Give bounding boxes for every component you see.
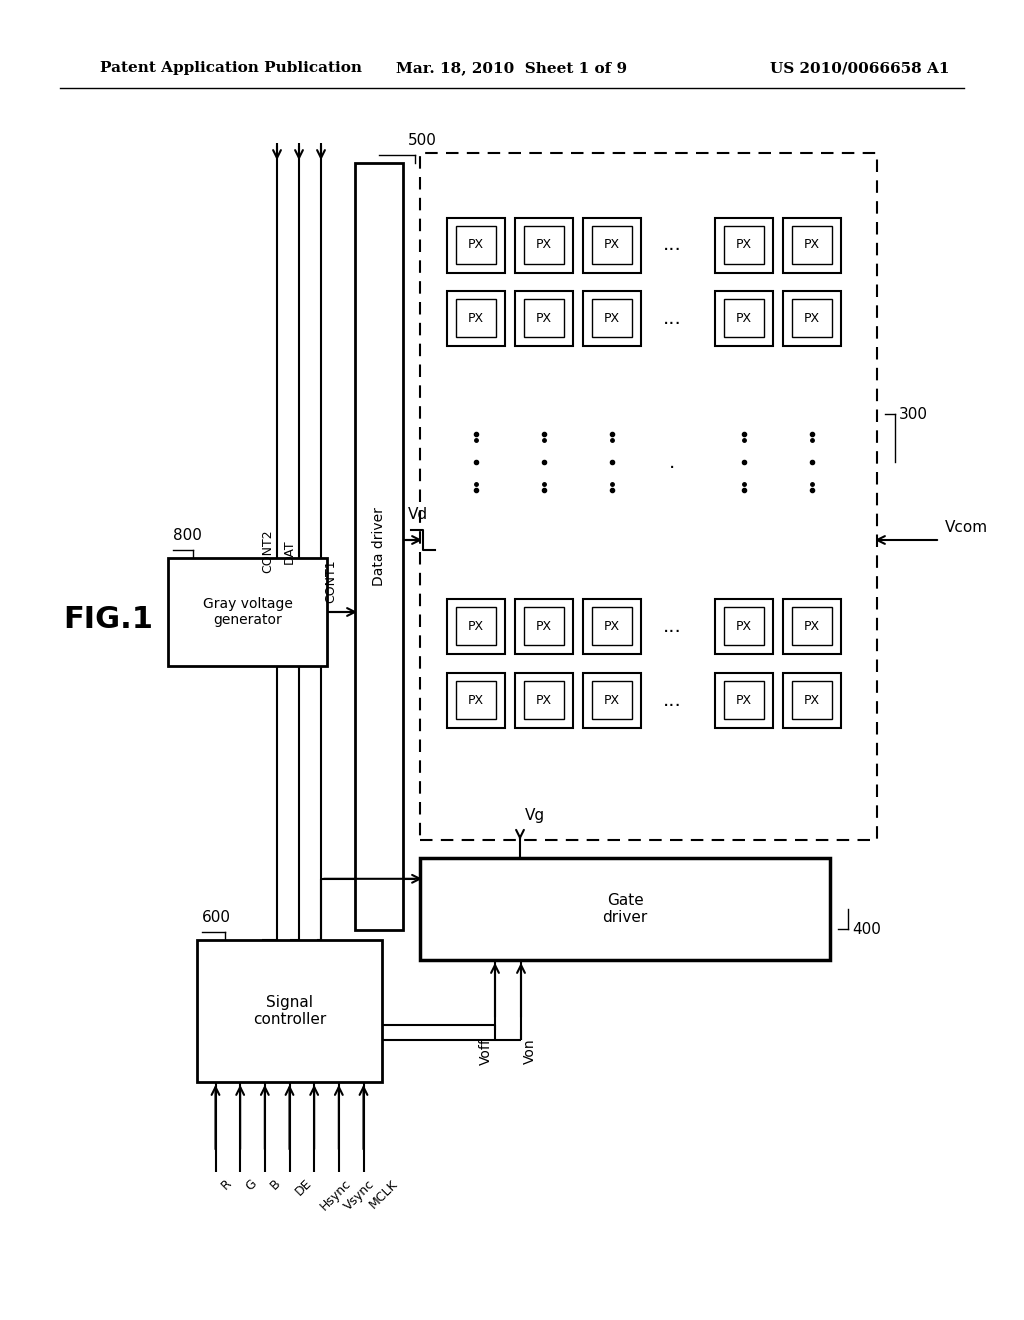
Text: PX: PX xyxy=(804,312,820,325)
Bar xyxy=(524,681,564,718)
Bar xyxy=(724,226,764,264)
Bar xyxy=(515,218,573,272)
Bar xyxy=(457,226,496,264)
Bar xyxy=(457,681,496,718)
Text: PX: PX xyxy=(736,312,752,325)
Bar xyxy=(592,607,632,644)
Text: PX: PX xyxy=(736,239,752,252)
Bar xyxy=(457,607,496,644)
Text: PX: PX xyxy=(604,312,621,325)
Bar xyxy=(583,672,641,727)
Text: PX: PX xyxy=(468,693,484,706)
Text: PX: PX xyxy=(536,693,552,706)
Text: DE: DE xyxy=(293,1177,314,1199)
Bar xyxy=(783,218,841,272)
Bar xyxy=(420,153,877,840)
Bar xyxy=(715,218,773,272)
Text: PX: PX xyxy=(736,619,752,632)
Bar xyxy=(515,598,573,653)
Bar xyxy=(724,300,764,337)
Text: Vg: Vg xyxy=(525,808,545,822)
Text: Signal
controller: Signal controller xyxy=(253,995,326,1027)
Text: Vcom: Vcom xyxy=(945,520,988,535)
Text: Hsync: Hsync xyxy=(317,1177,353,1213)
Text: PX: PX xyxy=(536,619,552,632)
Text: Gate
driver: Gate driver xyxy=(602,892,647,925)
Bar xyxy=(524,226,564,264)
Bar xyxy=(583,218,641,272)
Text: PX: PX xyxy=(736,693,752,706)
Text: Gray voltage
generator: Gray voltage generator xyxy=(203,597,293,627)
Bar xyxy=(197,940,382,1082)
Bar xyxy=(515,290,573,346)
Text: PX: PX xyxy=(604,239,621,252)
Text: CONT1: CONT1 xyxy=(324,560,337,603)
Text: FIG.1: FIG.1 xyxy=(63,606,153,635)
Bar xyxy=(592,681,632,718)
Text: ...: ... xyxy=(663,235,681,255)
Bar xyxy=(715,672,773,727)
Text: DAT: DAT xyxy=(283,539,296,564)
Bar xyxy=(447,290,505,346)
Text: ...: ... xyxy=(663,690,681,710)
Bar xyxy=(515,672,573,727)
Text: R: R xyxy=(218,1177,233,1192)
Bar xyxy=(793,607,831,644)
Text: PX: PX xyxy=(604,693,621,706)
Bar xyxy=(420,858,830,960)
Text: B: B xyxy=(268,1177,283,1192)
Bar xyxy=(447,218,505,272)
Bar xyxy=(447,598,505,653)
Text: 300: 300 xyxy=(899,407,928,421)
Text: PX: PX xyxy=(804,693,820,706)
Text: PX: PX xyxy=(804,239,820,252)
Text: PX: PX xyxy=(468,239,484,252)
Bar xyxy=(457,300,496,337)
Bar xyxy=(583,290,641,346)
Text: Voff: Voff xyxy=(479,1038,493,1065)
Bar xyxy=(355,162,403,931)
Bar xyxy=(524,300,564,337)
Text: Von: Von xyxy=(523,1038,537,1064)
Text: PX: PX xyxy=(604,619,621,632)
Bar xyxy=(592,300,632,337)
Bar xyxy=(168,558,327,667)
Bar xyxy=(447,672,505,727)
Text: ...: ... xyxy=(663,616,681,635)
Bar xyxy=(715,290,773,346)
Text: Mar. 18, 2010  Sheet 1 of 9: Mar. 18, 2010 Sheet 1 of 9 xyxy=(396,61,628,75)
Text: MCLK: MCLK xyxy=(367,1177,400,1210)
Text: PX: PX xyxy=(468,312,484,325)
Text: 800: 800 xyxy=(173,528,202,543)
Bar xyxy=(724,607,764,644)
Text: PX: PX xyxy=(536,312,552,325)
Bar xyxy=(793,300,831,337)
Text: .: . xyxy=(669,453,675,471)
Text: 600: 600 xyxy=(202,909,231,925)
Bar xyxy=(793,226,831,264)
Text: Data driver: Data driver xyxy=(372,507,386,586)
Text: Vd: Vd xyxy=(408,507,428,521)
Text: 400: 400 xyxy=(852,921,881,937)
Text: Patent Application Publication: Patent Application Publication xyxy=(100,61,362,75)
Text: PX: PX xyxy=(468,619,484,632)
Bar xyxy=(583,598,641,653)
Text: US 2010/0066658 A1: US 2010/0066658 A1 xyxy=(770,61,950,75)
Text: ...: ... xyxy=(663,309,681,327)
Text: Vsync: Vsync xyxy=(342,1177,378,1213)
Bar xyxy=(724,681,764,718)
Text: 500: 500 xyxy=(408,133,437,148)
Bar xyxy=(524,607,564,644)
Bar xyxy=(592,226,632,264)
Bar xyxy=(783,598,841,653)
Text: G: G xyxy=(243,1177,259,1193)
Bar xyxy=(783,672,841,727)
Text: CONT2: CONT2 xyxy=(261,529,274,573)
Bar xyxy=(793,681,831,718)
Bar xyxy=(783,290,841,346)
Text: PX: PX xyxy=(536,239,552,252)
Text: PX: PX xyxy=(804,619,820,632)
Bar xyxy=(715,598,773,653)
